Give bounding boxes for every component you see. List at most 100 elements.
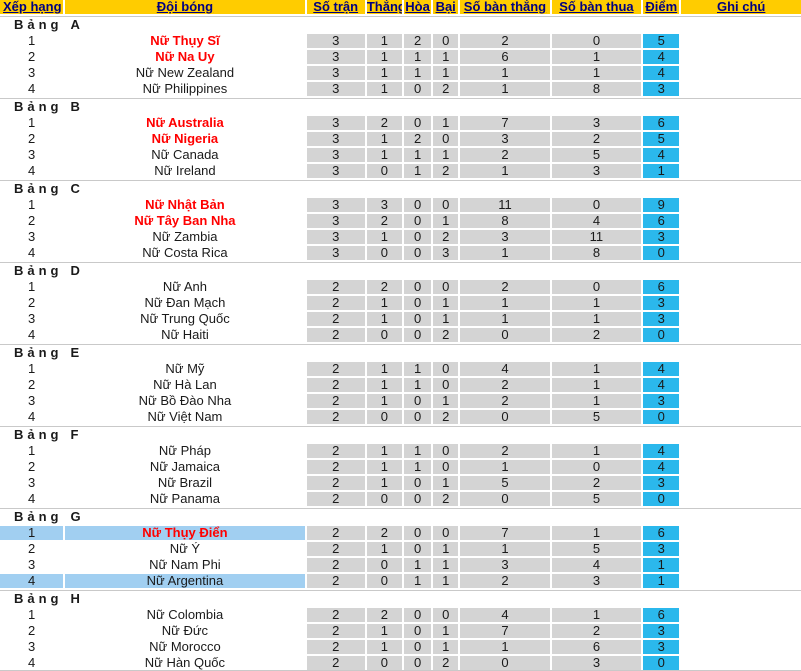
team-name-cell[interactable]: Nữ Panama: [65, 492, 305, 506]
team-name-cell[interactable]: Nữ Australia: [65, 116, 305, 130]
team-name-cell[interactable]: Nữ Argentina: [65, 574, 305, 588]
goals-for-cell: 1: [460, 66, 550, 80]
lost-cell: 2: [433, 82, 459, 96]
team-name-cell[interactable]: Nữ Nhật Bản: [65, 198, 305, 212]
group-title-C: Bảng C: [0, 180, 801, 196]
team-name-cell[interactable]: Nữ Bồ Đào Nha: [65, 394, 305, 408]
drawn-cell: 0: [404, 214, 432, 228]
points-cell: 4: [643, 362, 680, 376]
team-name-cell[interactable]: Nữ Colombia: [65, 608, 305, 622]
points-cell: 3: [643, 394, 680, 408]
group-label: Bảng: [14, 180, 63, 196]
goals-for-cell: 1: [460, 640, 550, 654]
team-name-cell[interactable]: Nữ Tây Ban Nha: [65, 214, 305, 228]
drawn-cell: 0: [404, 328, 432, 342]
col-header-lost[interactable]: Bại: [433, 0, 459, 14]
team-name-cell[interactable]: Nữ Pháp: [65, 444, 305, 458]
lost-cell: 0: [433, 132, 459, 146]
col-header-notes[interactable]: Ghi chú: [681, 0, 801, 14]
group-header-row: Bảng D: [0, 262, 801, 278]
drawn-cell: 0: [404, 526, 432, 540]
team-name-cell[interactable]: Nữ Anh: [65, 280, 305, 294]
note-cell: [681, 148, 801, 162]
table-row: 4 Nữ Argentina 2 0 1 1 2 3 1: [0, 574, 801, 588]
team-name-cell[interactable]: Nữ Na Uy: [65, 50, 305, 64]
team-name-cell[interactable]: Nữ New Zealand: [65, 66, 305, 80]
team-name-cell[interactable]: Nữ Ireland: [65, 164, 305, 178]
won-cell: 1: [366, 66, 402, 80]
team-name-cell[interactable]: Nữ Nam Phi: [65, 558, 305, 572]
col-header-goals-against[interactable]: Số bàn thua: [551, 0, 642, 14]
played-cell: 2: [306, 296, 365, 310]
col-header-points[interactable]: Điểm: [643, 0, 680, 14]
table-row: 4 Nữ Haiti 2 0 0 2 0 2 0: [0, 328, 801, 342]
won-cell: 0: [366, 492, 402, 506]
team-name-cell[interactable]: Nữ Thụy Điển: [65, 526, 305, 540]
goals-against-cell: 1: [551, 378, 642, 392]
played-cell: 2: [306, 328, 365, 342]
team-name-cell[interactable]: Nữ Đức: [65, 624, 305, 638]
team-name-cell[interactable]: Nữ Đan Mạch: [65, 296, 305, 310]
table-row: 3 Nữ Canada 3 1 1 1 2 5 4: [0, 148, 801, 162]
won-cell: 1: [366, 444, 402, 458]
note-cell: [681, 82, 801, 96]
rank-cell: 2: [0, 542, 64, 556]
points-cell: 4: [643, 378, 680, 392]
played-cell: 2: [306, 476, 365, 490]
team-name-cell[interactable]: Nữ Philippines: [65, 82, 305, 96]
rank-cell: 1: [0, 198, 64, 212]
points-cell: 3: [643, 82, 680, 96]
team-name-cell[interactable]: Nữ Trung Quốc: [65, 312, 305, 326]
drawn-cell: 1: [404, 574, 432, 588]
team-name-cell[interactable]: Nữ Haiti: [65, 328, 305, 342]
rank-cell: 4: [0, 82, 64, 96]
drawn-cell: 1: [404, 164, 432, 178]
played-cell: 2: [306, 608, 365, 622]
col-header-goals-for[interactable]: Số bàn thắng: [460, 0, 550, 14]
goals-against-cell: 8: [551, 82, 642, 96]
group-header-row: Bảng H: [0, 590, 801, 606]
goals-for-cell: 3: [460, 230, 550, 244]
note-cell: [681, 526, 801, 540]
drawn-cell: 0: [404, 394, 432, 408]
team-name-cell[interactable]: Nữ Việt Nam: [65, 410, 305, 424]
col-header-team[interactable]: Đội bóng: [65, 0, 305, 14]
team-name-cell[interactable]: Nữ Thụy Sĩ: [65, 34, 305, 48]
goals-against-cell: 1: [551, 66, 642, 80]
rank-cell: 3: [0, 640, 64, 654]
team-name-cell[interactable]: Nữ Hà Lan: [65, 378, 305, 392]
col-header-played[interactable]: Số trận: [306, 0, 365, 14]
team-name-cell[interactable]: Nữ Morocco: [65, 640, 305, 654]
rank-cell: 3: [0, 394, 64, 408]
team-name-cell[interactable]: Nữ Ý: [65, 542, 305, 556]
col-header-won[interactable]: Thắng: [366, 0, 402, 14]
team-name-cell[interactable]: Nữ Mỹ: [65, 362, 305, 376]
col-header-drawn[interactable]: Hòa: [404, 0, 432, 14]
team-name-cell[interactable]: Nữ Costa Rica: [65, 246, 305, 260]
team-name-cell[interactable]: Nữ Hàn Quốc: [65, 656, 305, 670]
team-name-cell[interactable]: Nữ Canada: [65, 148, 305, 162]
col-header-rank[interactable]: Xếp hạng: [0, 0, 64, 14]
team-name-cell[interactable]: Nữ Jamaica: [65, 460, 305, 474]
lost-cell: 3: [433, 246, 459, 260]
won-cell: 0: [366, 410, 402, 424]
lost-cell: 0: [433, 526, 459, 540]
points-cell: 6: [643, 214, 680, 228]
lost-cell: 0: [433, 280, 459, 294]
points-cell: 4: [643, 66, 680, 80]
note-cell: [681, 378, 801, 392]
goals-for-cell: 0: [460, 656, 550, 670]
lost-cell: 1: [433, 558, 459, 572]
rank-cell: 1: [0, 362, 64, 376]
group-header-row: Bảng C: [0, 180, 801, 196]
lost-cell: 2: [433, 410, 459, 424]
team-name-cell[interactable]: Nữ Nigeria: [65, 132, 305, 146]
group-header-row: Bảng B: [0, 98, 801, 114]
group-letter: H: [70, 590, 84, 606]
team-name-cell[interactable]: Nữ Zambia: [65, 230, 305, 244]
table-row: 4 Nữ Hàn Quốc 2 0 0 2 0 3 0: [0, 656, 801, 670]
won-cell: 1: [366, 132, 402, 146]
table-row: 2 Nữ Hà Lan 2 1 1 0 2 1 4: [0, 378, 801, 392]
rank-cell: 2: [0, 460, 64, 474]
team-name-cell[interactable]: Nữ Brazil: [65, 476, 305, 490]
